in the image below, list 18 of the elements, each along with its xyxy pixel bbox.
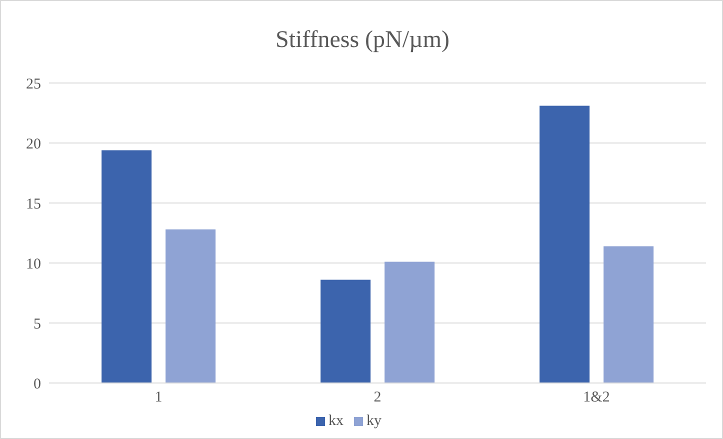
y-tick-label: 10 [26, 256, 41, 272]
bar [384, 262, 435, 383]
x-tick-label: 1 [154, 390, 162, 406]
chart-title: Stiffness (pN/µm) [274, 27, 451, 54]
y-tick-label: 20 [26, 136, 41, 152]
bar [320, 280, 371, 383]
y-tick-label: 25 [26, 76, 41, 92]
x-tick-label: 1&2 [583, 390, 610, 406]
y-tick-label: 0 [34, 376, 41, 392]
bar [604, 246, 654, 383]
bar [540, 106, 590, 383]
legend-label: kx [328, 413, 344, 429]
y-tick-label: 15 [26, 196, 41, 212]
bar [102, 150, 152, 383]
legend-label: ky [366, 413, 382, 429]
y-tick-label: 5 [34, 316, 41, 332]
x-tick-label: 2 [374, 390, 382, 406]
bar [166, 229, 216, 383]
